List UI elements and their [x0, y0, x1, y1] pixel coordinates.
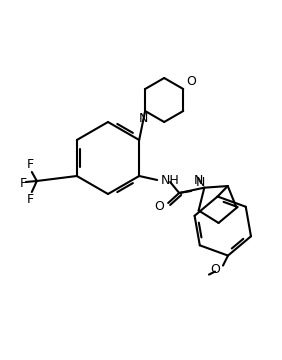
Text: F: F [20, 176, 27, 189]
Text: O: O [186, 75, 196, 88]
Text: NH: NH [161, 174, 180, 186]
Text: O: O [154, 199, 164, 212]
Text: N: N [194, 174, 203, 187]
Text: F: F [27, 193, 34, 206]
Text: O: O [210, 263, 220, 276]
Text: F: F [27, 158, 34, 171]
Text: N: N [138, 112, 148, 125]
Text: N: N [196, 176, 206, 189]
